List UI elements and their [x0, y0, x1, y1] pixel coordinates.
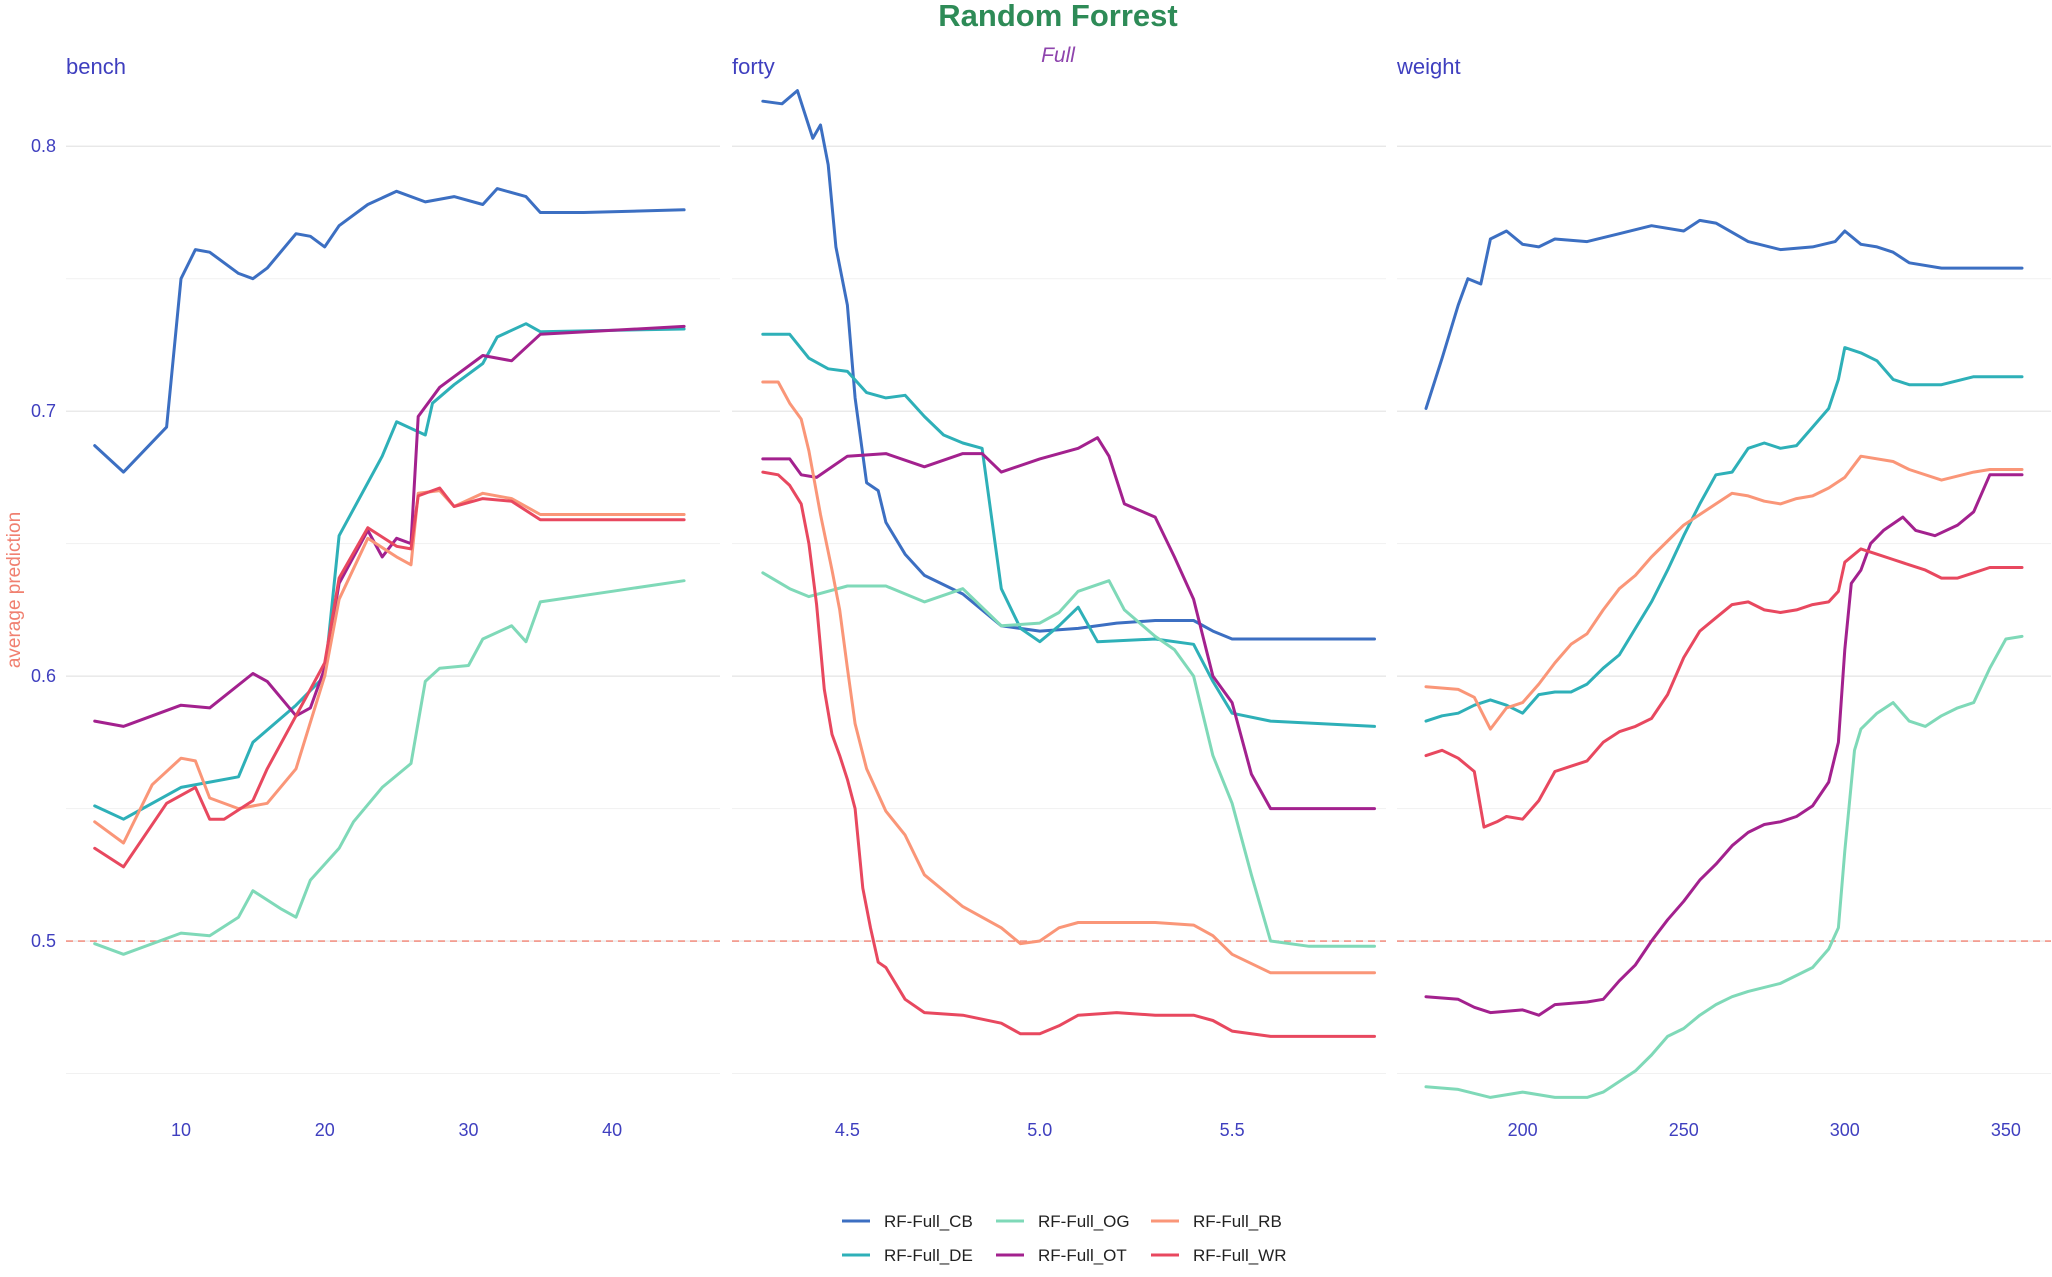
x-tick-label: 30: [458, 1120, 478, 1140]
panels: bench 10 20 30 40 forty 4.5 5.0 5.5 weight 200 250 3…: [31, 54, 2051, 1140]
series-line-RF-Full_OT: [761, 436, 1376, 811]
legend-item: RF-Full_RB: [1151, 1212, 1282, 1231]
series-line-RF-Full_OT: [1424, 473, 2024, 1017]
strip-label-bench: bench: [66, 54, 126, 79]
series-line-RF-Full_OG: [761, 571, 1376, 948]
series-line-RF-Full_WR: [761, 470, 1376, 1038]
legend-label: RF-Full_CB: [884, 1212, 973, 1231]
legend-label: RF-Full_OT: [1038, 1246, 1127, 1265]
x-tick-label: 20: [315, 1120, 335, 1140]
series-line-RF-Full_RB: [761, 380, 1376, 975]
legend-label: RF-Full_OG: [1038, 1212, 1130, 1231]
y-axis: 0.5 0.6 0.7 0.8: [31, 136, 56, 951]
legend-item: RF-Full_CB: [842, 1212, 973, 1231]
x-tick-label: 5.5: [1220, 1120, 1245, 1140]
y-tick-label: 0.7: [31, 401, 56, 421]
legend-item: RF-Full_OT: [996, 1246, 1127, 1265]
strip-label-weight: weight: [1396, 54, 1461, 79]
strip-label-forty: forty: [732, 54, 775, 79]
y-tick-label: 0.5: [31, 931, 56, 951]
x-tick-label: 5.0: [1027, 1120, 1052, 1140]
legend: RF-Full_CB RF-Full_DE RF-Full_OG RF-Full_OT…: [842, 1212, 1287, 1265]
y-tick-label: 0.6: [31, 666, 56, 686]
series-line-RF-Full_RB: [1424, 454, 2024, 731]
x-tick-label: 40: [602, 1120, 622, 1140]
legend-item: RF-Full_WR: [1151, 1246, 1287, 1265]
x-tick-label: 4.5: [835, 1120, 860, 1140]
legend-label: RF-Full_WR: [1193, 1246, 1287, 1265]
series-line-RF-Full_RB: [93, 489, 686, 845]
series-line-RF-Full_WR: [93, 486, 686, 869]
series-line-RF-Full_DE: [761, 332, 1376, 728]
x-tick-label: 350: [1991, 1120, 2021, 1140]
y-axis-label: average prediction: [4, 512, 25, 668]
x-tick-label: 200: [1508, 1120, 1538, 1140]
x-tick-label: 10: [171, 1120, 191, 1140]
series-line-RF-Full_OG: [1424, 634, 2024, 1099]
legend-label: RF-Full_DE: [884, 1246, 973, 1265]
series-line-RF-Full_OG: [93, 579, 686, 956]
panel-forty: forty 4.5 5.0 5.5: [732, 54, 1386, 1140]
panel-bench: bench 10 20 30 40: [66, 54, 720, 1140]
chart-title: Random Forrest: [938, 0, 1177, 33]
legend-label: RF-Full_RB: [1193, 1212, 1282, 1231]
x-tick-label: 250: [1669, 1120, 1699, 1140]
y-tick-label: 0.8: [31, 136, 56, 156]
panel-weight: weight 200 250 300 350: [1396, 54, 2051, 1140]
series-line-RF-Full_DE: [1424, 346, 2024, 723]
chart-subtitle: Full: [1041, 44, 1076, 67]
series-line-RF-Full_CB: [1424, 218, 2024, 410]
series-line-RF-Full_DE: [93, 322, 686, 821]
x-tick-label: 300: [1830, 1120, 1860, 1140]
series-line-RF-Full_CB: [93, 187, 686, 474]
legend-item: RF-Full_OG: [996, 1212, 1130, 1231]
legend-item: RF-Full_DE: [842, 1246, 973, 1265]
series-line-RF-Full_WR: [1424, 547, 2024, 829]
series-line-RF-Full_CB: [761, 89, 1376, 641]
series-line-RF-Full_OT: [93, 324, 686, 728]
